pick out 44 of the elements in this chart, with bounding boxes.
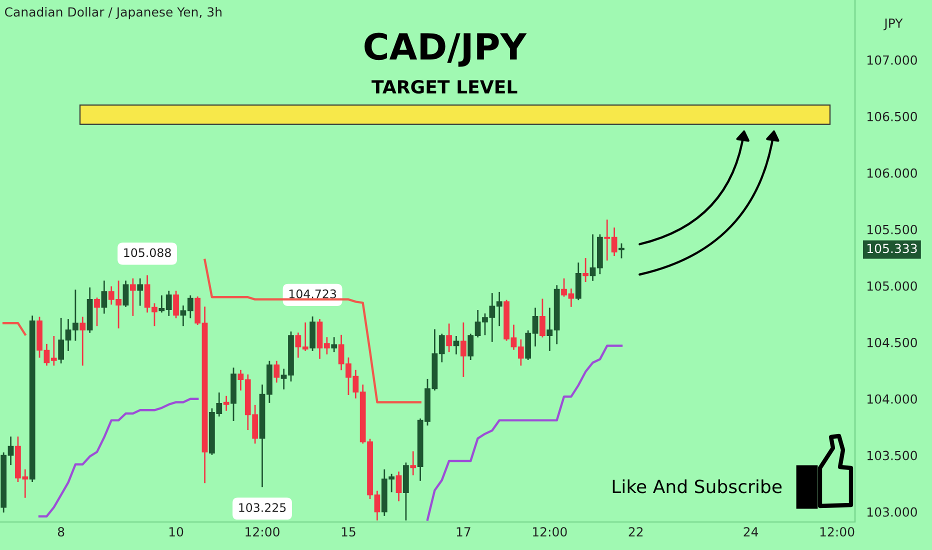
- y-tick-label: 103.000: [867, 507, 917, 517]
- x-tick-label: 12:00: [246, 527, 280, 537]
- candlestick: [80, 316, 86, 366]
- candlestick: [94, 298, 100, 326]
- text: CAD/JPY: [364, 32, 527, 67]
- annotation: 105.088: [124, 248, 171, 258]
- band-label: TARGET LEVEL: [372, 80, 518, 94]
- candlestick: [540, 298, 546, 338]
- x-tick-label: 15: [342, 527, 356, 537]
- candlestick: [101, 280, 108, 314]
- annotation: Like And Subscribe: [612, 479, 782, 494]
- candlestick: [582, 258, 588, 282]
- y-tick-label: 104.000: [867, 394, 917, 404]
- y-tick-label: 107.000: [867, 55, 917, 65]
- y-tick-label: 105.333: [867, 244, 917, 254]
- candlestick: [331, 337, 338, 352]
- text: Canadian Dollar / Japanese Yen, 3h: [4, 7, 222, 20]
- candlestick: [446, 324, 452, 352]
- candlestick: [130, 278, 136, 316]
- annotation: 103.225: [239, 503, 286, 512]
- y-tick-label: 106.000: [867, 168, 917, 178]
- y-tick-label: 105.000: [867, 281, 917, 291]
- x-tick-label: 17: [456, 527, 470, 536]
- candlestick: [137, 278, 144, 306]
- candlestick: [274, 360, 280, 383]
- candlestick: [223, 396, 230, 411]
- y-tick-label: 105.500: [867, 224, 917, 234]
- candlestick: [173, 290, 179, 318]
- y-tick-label: 103.500: [867, 450, 917, 460]
- candlestick: [396, 472, 402, 502]
- y-tick-label: 106.500: [867, 112, 917, 122]
- x-tick-label: 12:00: [820, 527, 854, 537]
- x-tick-label: 22: [628, 527, 643, 536]
- x-tick-label: 12:00: [533, 527, 567, 537]
- candlestick: [122, 280, 129, 307]
- y-tick-label: 104.500: [867, 338, 917, 348]
- annotation: 104.723: [289, 289, 336, 298]
- y-axis-title: JPY: [884, 18, 903, 30]
- x-tick-label: 24: [744, 527, 758, 536]
- x-tick-label: 8: [58, 527, 64, 537]
- x-tick-label: 10: [169, 527, 184, 537]
- candlestick: [618, 243, 624, 258]
- candlestick: [410, 451, 416, 476]
- candlestick: [460, 322, 466, 377]
